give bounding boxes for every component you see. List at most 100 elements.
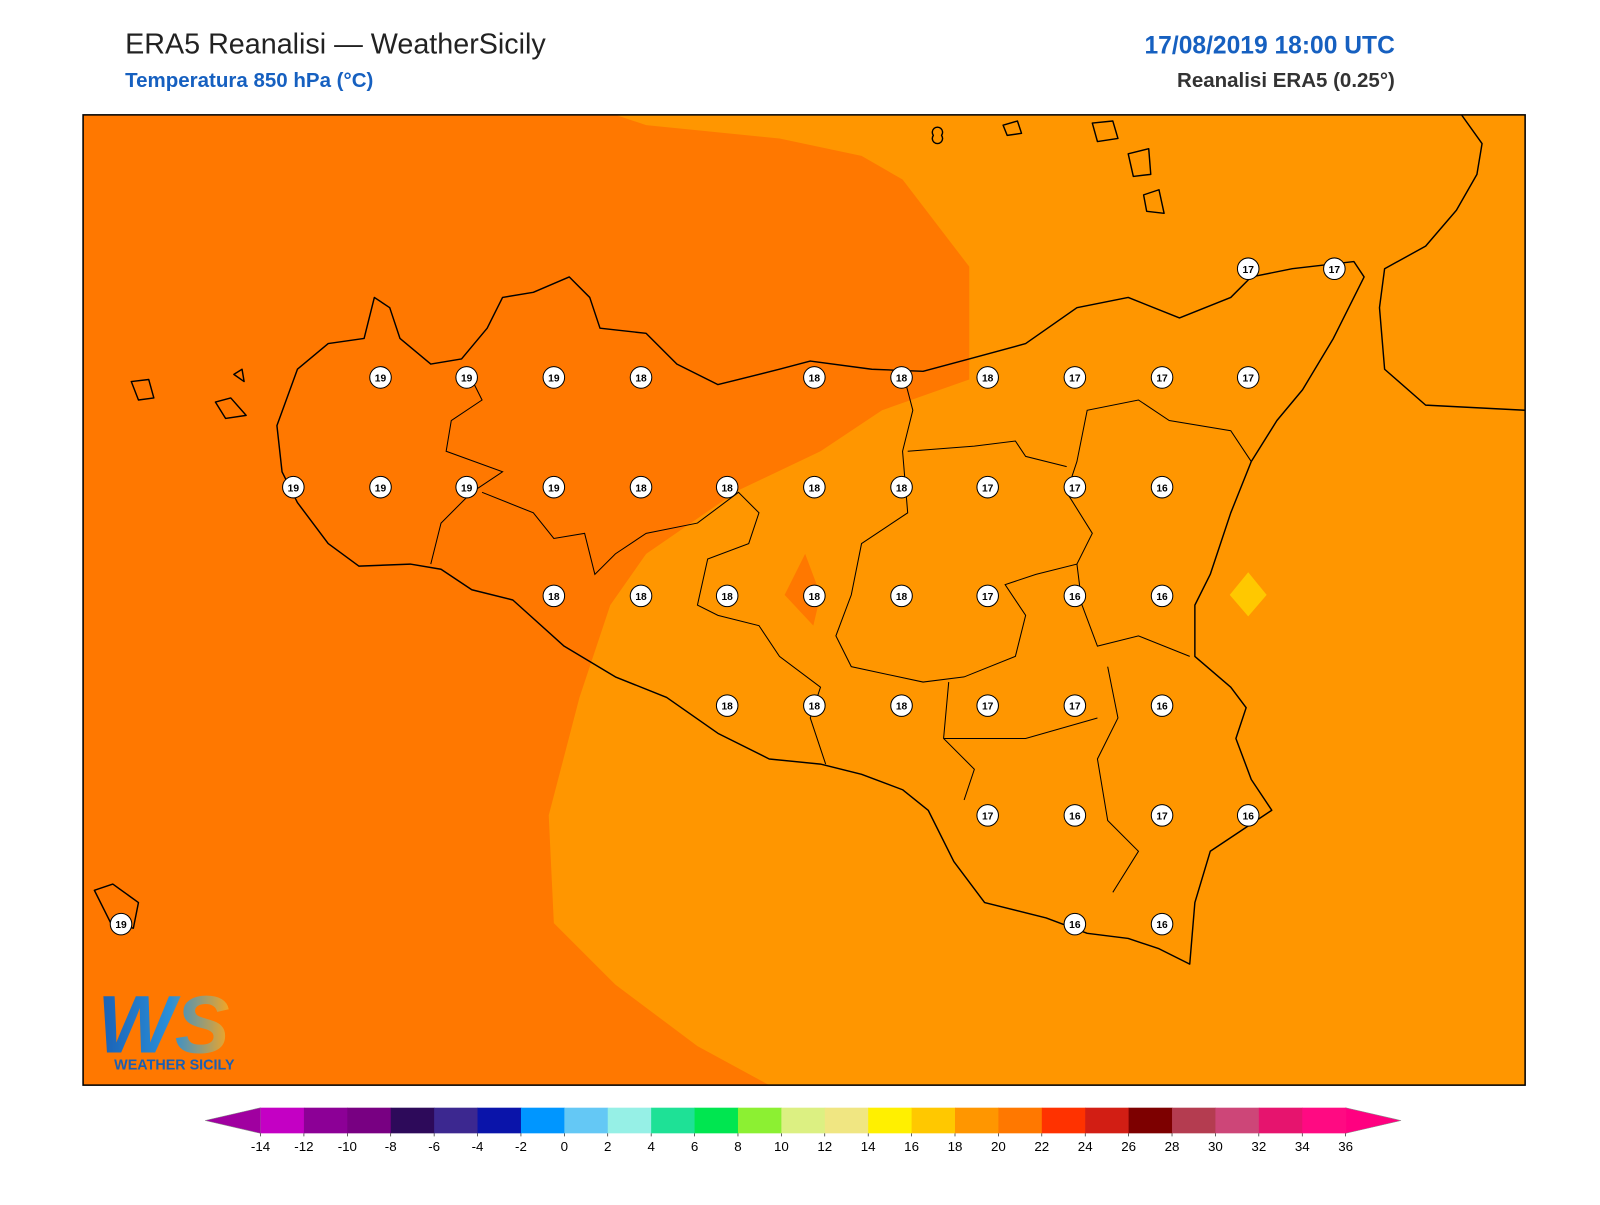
station-value: 19	[461, 483, 473, 494]
station-marker	[455, 475, 478, 499]
station-value: 19	[288, 483, 300, 494]
colorbar-bin	[1085, 1107, 1130, 1134]
field-18-20	[83, 114, 970, 1086]
station-value: 18	[809, 592, 821, 603]
station-marker	[1150, 475, 1174, 499]
colorbar-tick-label: 26	[1121, 1139, 1136, 1154]
station-marker	[976, 366, 999, 389]
station-marker	[1323, 257, 1346, 280]
title: ERA5 Reanalisi — WeatherSicily	[125, 28, 546, 60]
station-marker	[976, 475, 999, 499]
station-value: 18	[635, 592, 647, 603]
colorbar-bin	[260, 1107, 305, 1134]
station-marker	[1150, 584, 1174, 608]
station-value: 16	[1156, 702, 1168, 713]
station-marker	[1236, 366, 1260, 389]
source: Reanalisi ERA5 (0.25°)	[1177, 69, 1395, 92]
colorbar-tick-label: 22	[1034, 1139, 1049, 1154]
station-value: 17	[1069, 702, 1081, 713]
station-value: 16	[1069, 920, 1081, 931]
station-marker	[1236, 804, 1260, 827]
stations: 17 17 19 19 19 18 18 18 18 17 17 17 19 19 19 19 18 18 18 18…	[109, 257, 1346, 936]
station-value: 18	[635, 374, 647, 385]
station-value: 17	[982, 702, 994, 713]
station-marker	[803, 366, 826, 389]
colorbar-bin	[303, 1107, 348, 1134]
station-marker	[629, 475, 653, 499]
station-marker	[542, 366, 566, 389]
logo: WS WEATHER SICILY	[97, 979, 235, 1073]
station-marker	[890, 366, 913, 389]
colorbar-tick-label: -2	[515, 1139, 527, 1154]
station-value: 17	[1243, 265, 1255, 276]
colorbar-tick-label: 30	[1208, 1139, 1223, 1154]
colorbar-bin	[1258, 1107, 1303, 1134]
colorbar-tick-label: 8	[734, 1139, 741, 1154]
colorbar-tick-label: 24	[1078, 1139, 1093, 1154]
field-14-16	[1229, 572, 1267, 617]
station-marker	[629, 584, 653, 608]
field-18-20	[784, 553, 821, 626]
colorbar-bin	[954, 1107, 999, 1134]
station-value: 17	[1156, 811, 1168, 822]
colorbar-over	[1345, 1107, 1402, 1134]
colorbar-bin	[694, 1107, 739, 1134]
map: 17 17 19 19 19 18 18 18 18 17 17 17 19 19 19 19 18 18 18 18…	[82, 114, 1526, 1086]
colorbar-bin	[651, 1107, 696, 1134]
station-marker	[109, 912, 133, 936]
station-marker	[629, 366, 653, 389]
station-value: 18	[548, 592, 560, 603]
colorbar-bin	[1172, 1107, 1216, 1134]
station-marker	[803, 584, 826, 608]
station-value: 17	[982, 592, 994, 603]
colorbar-bin	[434, 1107, 479, 1134]
datetime: 17/08/2019 18:00 UTC	[1144, 32, 1395, 59]
station-marker	[1063, 804, 1087, 827]
logo-text: WEATHER SICILY	[114, 1058, 235, 1074]
colorbar-bin	[477, 1107, 522, 1134]
colorbar-tick-label: 12	[817, 1139, 832, 1154]
station-value: 18	[809, 483, 821, 494]
colorbar-bin	[781, 1107, 826, 1134]
station-marker	[1150, 912, 1174, 936]
station-marker	[282, 475, 305, 499]
colorbar-bin	[1215, 1107, 1260, 1134]
station-value: 16	[1243, 811, 1255, 822]
colorbar-bin	[520, 1107, 565, 1134]
station-marker	[542, 475, 566, 499]
station-marker	[803, 475, 826, 499]
station-value: 18	[896, 702, 908, 713]
station-marker	[715, 694, 739, 717]
station-value: 16	[1156, 920, 1168, 931]
station-value: 16	[1156, 592, 1168, 603]
colorbar-tick-label: -12	[294, 1139, 313, 1154]
colorbar-tick-label: -10	[338, 1139, 357, 1154]
station-marker	[1236, 257, 1260, 280]
station-marker	[1063, 694, 1087, 717]
station-marker	[542, 584, 566, 608]
station-marker	[1150, 694, 1174, 717]
station-marker	[976, 804, 999, 827]
colorbar-tick-label: -6	[428, 1139, 440, 1154]
colorbar-bin	[1302, 1107, 1347, 1134]
station-value: 18	[721, 702, 733, 713]
colorbar-bin	[868, 1107, 913, 1134]
station-marker	[1063, 366, 1087, 389]
station-value: 16	[1156, 483, 1168, 494]
station-marker	[890, 475, 913, 499]
station-marker	[369, 475, 392, 499]
station-value: 18	[896, 592, 908, 603]
colorbar-tick-label: 4	[647, 1139, 655, 1154]
station-value: 18	[809, 702, 821, 713]
station-value: 17	[1069, 374, 1081, 385]
province-borders	[430, 369, 1252, 893]
station-value: 16	[1069, 592, 1081, 603]
station-marker	[976, 694, 999, 717]
station-value: 17	[1243, 374, 1255, 385]
colorbar-bin	[1128, 1107, 1173, 1134]
station-value: 18	[721, 592, 733, 603]
colorbar-bin	[824, 1107, 869, 1134]
station-value: 17	[1156, 374, 1168, 385]
colorbar-tick-label: 18	[948, 1139, 963, 1154]
